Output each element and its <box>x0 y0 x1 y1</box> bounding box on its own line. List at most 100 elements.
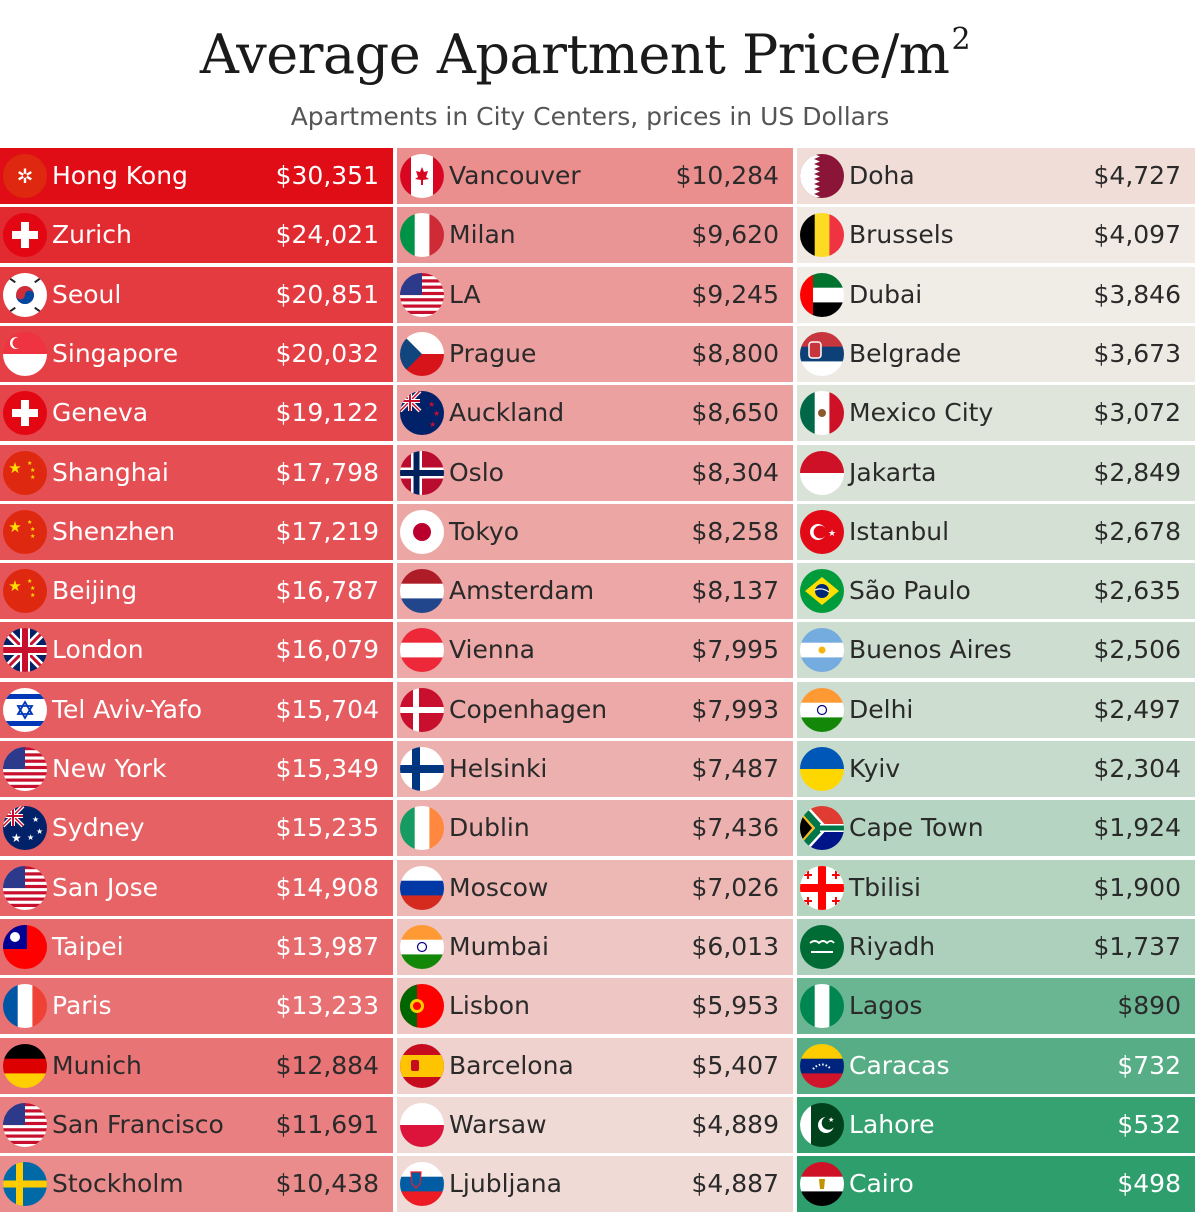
city-name: Cairo <box>849 1169 914 1198</box>
svg-text:★: ★ <box>27 833 34 842</box>
city-row: ★ ★ ★ Auckland $8,650 <box>397 385 793 441</box>
city-row: ★ ★ ★ ★ Shanghai $17,798 <box>0 445 393 501</box>
city-name: Delhi <box>849 695 914 724</box>
city-price: $19,122 <box>275 398 379 427</box>
city-row: San Francisco $11,691 <box>0 1097 393 1153</box>
city-price: $1,737 <box>1093 932 1181 961</box>
city-price: $2,849 <box>1093 458 1181 487</box>
india-flag-icon <box>400 925 444 969</box>
serbia-flag-icon <box>800 332 844 376</box>
city-price: $2,678 <box>1093 517 1181 546</box>
qatar-flag-icon <box>800 154 844 198</box>
city-name: Mumbai <box>449 932 549 961</box>
city-name: Oslo <box>449 458 504 487</box>
spain-flag-icon <box>400 1044 444 1088</box>
city-price: $12,884 <box>275 1051 379 1080</box>
city-price: $15,235 <box>275 813 379 842</box>
svg-text:★: ★ <box>429 420 436 429</box>
southkorea-flag-icon <box>3 273 47 317</box>
pakistan-flag-icon: ★ <box>800 1103 844 1147</box>
city-name: Auckland <box>449 398 565 427</box>
city-name: Lahore <box>849 1110 935 1139</box>
city-price: $2,304 <box>1093 754 1181 783</box>
city-price: $3,846 <box>1093 280 1181 309</box>
czechia-flag-icon <box>400 332 444 376</box>
italy-flag-icon <box>400 213 444 257</box>
city-row: Dubai $3,846 <box>797 267 1195 323</box>
city-row: Lisbon $5,953 <box>397 978 793 1034</box>
city-name: Sydney <box>52 813 145 842</box>
city-row: Warsaw $4,889 <box>397 1097 793 1153</box>
city-name: Singapore <box>52 339 179 368</box>
city-price: $7,993 <box>691 695 779 724</box>
hongkong-flag-icon: ✲ <box>3 154 47 198</box>
city-row: ★ Lahore $532 <box>797 1097 1195 1153</box>
city-price: $17,219 <box>275 517 379 546</box>
city-row: Caracas $732 <box>797 1038 1195 1094</box>
australia-flag-icon: ★ ★ ★ ★ <box>3 806 47 850</box>
switzerland-flag-icon <box>3 391 47 435</box>
city-price: $1,924 <box>1093 813 1181 842</box>
slovenia-flag-icon <box>400 1162 444 1206</box>
japan-flag-icon <box>400 510 444 554</box>
city-row: Mexico City $3,072 <box>797 385 1195 441</box>
city-row: Cape Town $1,924 <box>797 800 1195 856</box>
ukraine-flag-icon <box>800 747 844 791</box>
city-price: $15,349 <box>275 754 379 783</box>
svg-text:✲: ✲ <box>17 164 34 188</box>
uae-flag-icon <box>800 273 844 317</box>
city-price: $6,013 <box>691 932 779 961</box>
city-row: Stockholm $10,438 <box>0 1156 393 1212</box>
city-price: $10,284 <box>675 161 779 190</box>
city-row: LA $9,245 <box>397 267 793 323</box>
ireland-flag-icon <box>400 806 444 850</box>
city-name: Jakarta <box>849 458 937 487</box>
city-name: Shenzhen <box>52 517 176 546</box>
svg-text:★: ★ <box>30 533 35 540</box>
city-row: Tel Aviv-Yafo $15,704 <box>0 682 393 738</box>
city-price: $2,497 <box>1093 695 1181 724</box>
svg-text:★: ★ <box>30 467 35 474</box>
city-price: $2,506 <box>1093 635 1181 664</box>
svg-text:★: ★ <box>30 592 35 599</box>
city-price: $7,436 <box>691 813 779 842</box>
chart-subtitle: Apartments in City Centers, prices in US… <box>290 102 890 131</box>
city-row: Cairo $498 <box>797 1156 1195 1212</box>
city-row: Milan $9,620 <box>397 207 793 263</box>
city-name: Kyiv <box>849 754 901 783</box>
belgium-flag-icon <box>800 213 844 257</box>
israel-flag-icon <box>3 688 47 732</box>
city-row: Brussels $4,097 <box>797 207 1195 263</box>
finland-flag-icon <box>400 747 444 791</box>
city-row: Vancouver $10,284 <box>397 148 793 204</box>
city-price: $14,908 <box>275 873 379 902</box>
svg-text:★: ★ <box>32 815 39 824</box>
city-name: Taipei <box>52 932 124 961</box>
argentina-flag-icon <box>800 628 844 672</box>
svg-text:★: ★ <box>30 585 35 592</box>
city-price: $1,900 <box>1093 873 1181 902</box>
price-table: ✲ Hong Kong $30,351 Zurich $24,021 Seoul $20,8… <box>0 148 1195 1216</box>
denmark-flag-icon <box>400 688 444 732</box>
city-row: Delhi $2,497 <box>797 682 1195 738</box>
sweden-flag-icon <box>3 1162 47 1206</box>
city-name: Caracas <box>849 1051 950 1080</box>
city-row: Zurich $24,021 <box>0 207 393 263</box>
uk-flag-icon <box>3 628 47 672</box>
city-price: $7,487 <box>691 754 779 783</box>
city-price: $2,635 <box>1093 576 1181 605</box>
city-row: Jakarta $2,849 <box>797 445 1195 501</box>
city-name: San Jose <box>52 873 159 902</box>
city-row: São Paulo $2,635 <box>797 563 1195 619</box>
city-row: Dublin $7,436 <box>397 800 793 856</box>
svg-text:★: ★ <box>27 578 32 585</box>
city-name: Lagos <box>849 991 923 1020</box>
city-name: Riyadh <box>849 932 936 961</box>
city-row: ★ ★ ★ ★ Sydney $15,235 <box>0 800 393 856</box>
city-row: Seoul $20,851 <box>0 267 393 323</box>
city-price: $30,351 <box>275 161 379 190</box>
city-name: Hong Kong <box>52 161 188 190</box>
usa-flag-icon <box>3 1103 47 1147</box>
svg-text:★: ★ <box>828 1116 834 1124</box>
